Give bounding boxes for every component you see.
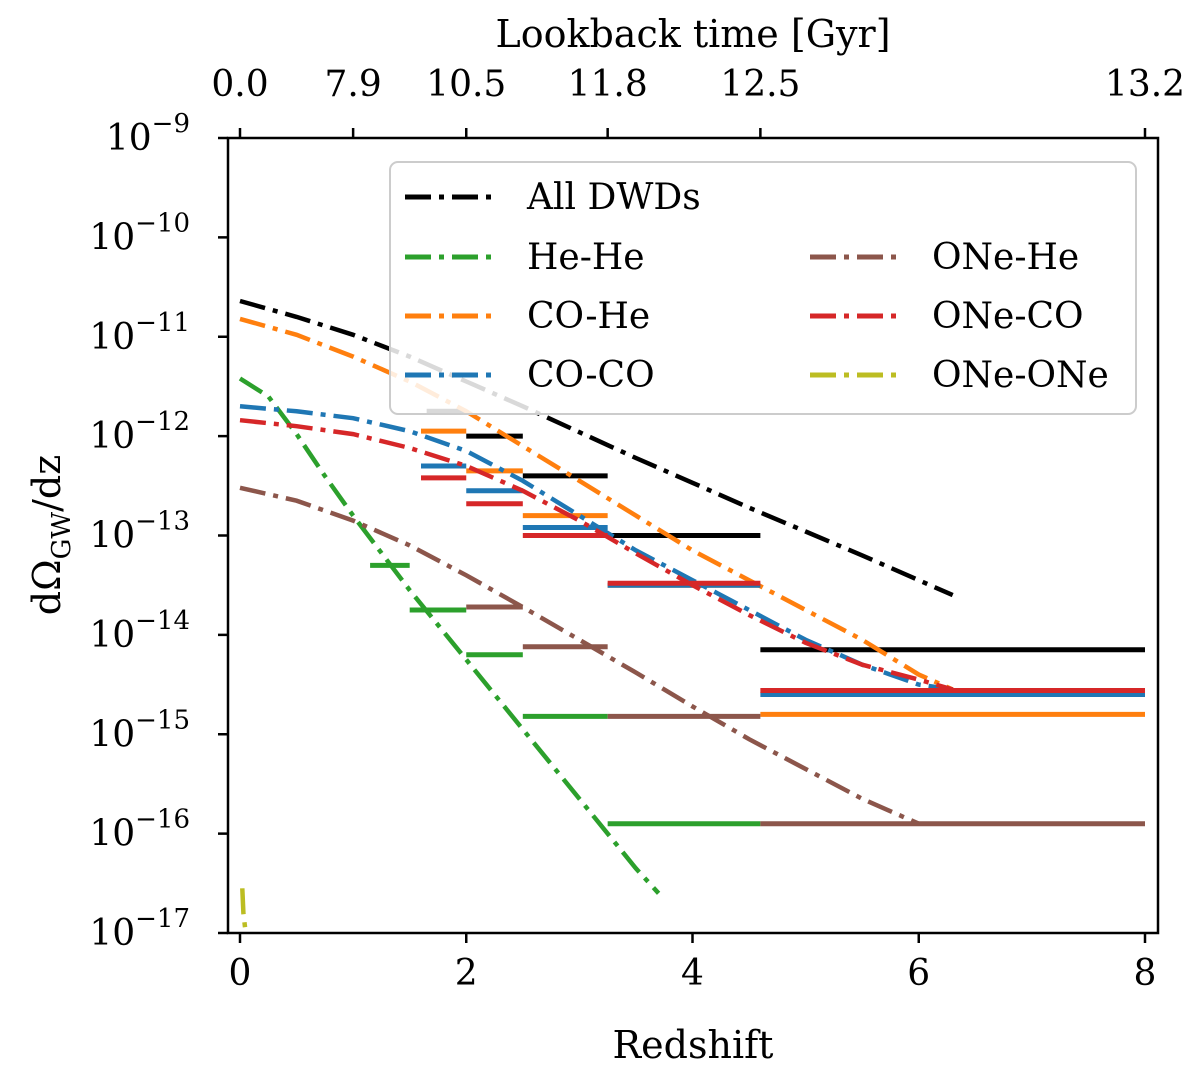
legend-label: ONe-CO [932,296,1084,337]
top-tick-label: 10.5 [426,64,506,105]
y-label-tail: /dz [25,455,69,512]
y-label-main: dΩ [25,559,69,615]
x-tick-label: 2 [455,953,478,994]
top-axis-label: Lookback time [Gyr] [495,12,890,56]
series-curve [240,888,248,933]
x-tick-label: 4 [681,953,704,994]
x-tick-label: 6 [907,953,930,994]
x-tick-label: 0 [229,953,252,994]
legend-box [389,161,1137,415]
legend-label: ONe-ONe [932,355,1109,396]
y-tick-label: 10−11 [89,308,190,358]
series-5 [239,417,1145,694]
series-curve [239,417,954,692]
legend-label: ONe-He [932,237,1079,278]
series-curve [239,485,953,826]
y-tick-label: 10−12 [89,407,190,457]
legend-item: All DWDs [405,177,701,218]
legend-item: ONe-ONe [810,355,1109,396]
series-1 [238,376,761,895]
top-tick-label: 13.2 [1105,64,1185,105]
legend-item: ONe-CO [810,296,1084,337]
legend-label: He-He [527,237,645,278]
series-2 [239,316,1145,717]
y-label-sub: GW [47,512,77,560]
svg-text:dΩGW/dz: dΩGW/dz [25,455,77,616]
top-tick-label: 0.0 [211,64,268,105]
legend-item: He-He [405,237,645,278]
y-tick-label: 10−13 [89,507,190,557]
x-axis-label: Redshift [613,1023,774,1067]
series-curve [239,316,954,692]
legend-item: CO-CO [405,355,655,396]
legend-label: All DWDs [526,177,701,218]
y-tick-label: 10−10 [89,208,190,258]
series-4 [239,485,1145,827]
top-tick-label: 12.5 [720,64,800,105]
y-tick-label: 10−16 [89,805,190,855]
y-tick-label: 10−15 [89,705,190,755]
legend: All DWDs He-He CO-He CO-CO ONe-He ONe-CO ONe-O… [389,161,1137,415]
y-tick-label: 10−14 [89,606,190,656]
series-layer [238,298,1145,933]
legend-item: CO-He [405,296,650,337]
top-tick-label: 11.8 [568,64,648,105]
series-curve [238,376,661,895]
y-tick-label: 10−17 [89,904,190,954]
legend-label: CO-CO [527,355,655,396]
y-tick-label: 10−9 [106,109,190,159]
series-curve [239,298,954,598]
legend-item: ONe-He [810,237,1079,278]
x-tick-label: 8 [1134,953,1157,994]
series-6 [240,888,248,933]
legend-label: CO-He [527,296,650,337]
axes-layer: 0 2 4 6 8 0.0 7.9 10.5 11.8 12.5 13.2 10−17 10−16 10−… [89,64,1185,994]
top-tick-label: 7.9 [324,64,381,105]
y-axis-label: dΩGW/dz [25,455,77,616]
